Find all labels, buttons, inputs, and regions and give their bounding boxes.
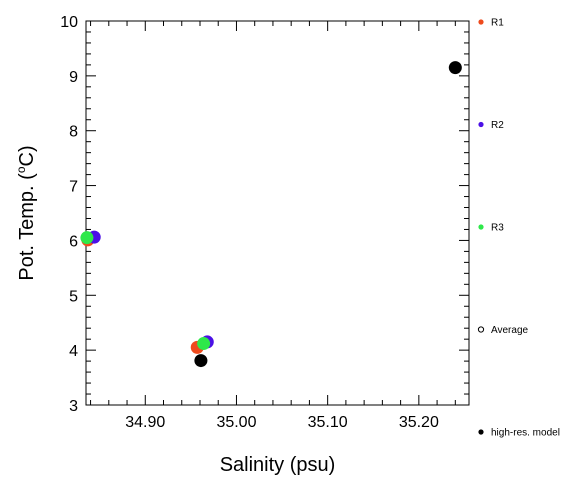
legend-marker-average	[477, 326, 485, 333]
legend-marker-high-res-model	[478, 429, 484, 435]
x-tick-label: 35.10	[308, 414, 348, 431]
legend-label-r3: R3	[491, 223, 504, 234]
y-axis-title-prefix: Pot. Temp. (	[16, 173, 38, 281]
y-tick-label: 9	[69, 69, 78, 86]
legend-label-average: Average	[491, 325, 529, 336]
y-axis-title-suffix: C)	[16, 145, 38, 166]
x-tick-label: 35.20	[399, 414, 439, 431]
y-tick-label: 4	[69, 343, 78, 360]
y-tick-label: 8	[69, 124, 78, 141]
y-tick-label: 6	[69, 233, 78, 250]
x-tick-label: 35.00	[216, 414, 256, 431]
data-points	[80, 61, 462, 368]
point-r3	[80, 231, 94, 245]
legend-marker-r2	[478, 121, 484, 128]
y-tick-label: 10	[60, 14, 78, 31]
legend-label-r1: R1	[491, 18, 504, 29]
y-tick-label: 5	[69, 288, 78, 305]
legend-marker-r1	[478, 19, 484, 25]
point-r3	[197, 337, 211, 351]
legend-label-r2: R2	[491, 120, 504, 131]
legend-marker-r3	[478, 224, 484, 230]
x-axis-title: Salinity (psu)	[220, 454, 336, 476]
legend: R1 R2 R3 Average high-res. model	[477, 18, 560, 439]
y-axis-title: Pot. Temp. (oC)	[14, 145, 38, 280]
legend-label-high-res-model: high-res. model	[491, 428, 560, 439]
x-tick-label: 34.90	[125, 414, 165, 431]
y-tick-label: 3	[69, 398, 78, 415]
plot-frame	[85, 20, 470, 406]
axis-tick-labels: 34.90 35.00 35.10 35.20 3 4 5 6 7 8 9 10	[60, 14, 439, 431]
axis-ticks	[86, 20, 469, 406]
point-high-res-model	[448, 61, 462, 75]
y-axis-title-degree: o	[14, 166, 28, 173]
point-high-res-model	[194, 354, 208, 368]
y-tick-label: 7	[69, 179, 78, 196]
